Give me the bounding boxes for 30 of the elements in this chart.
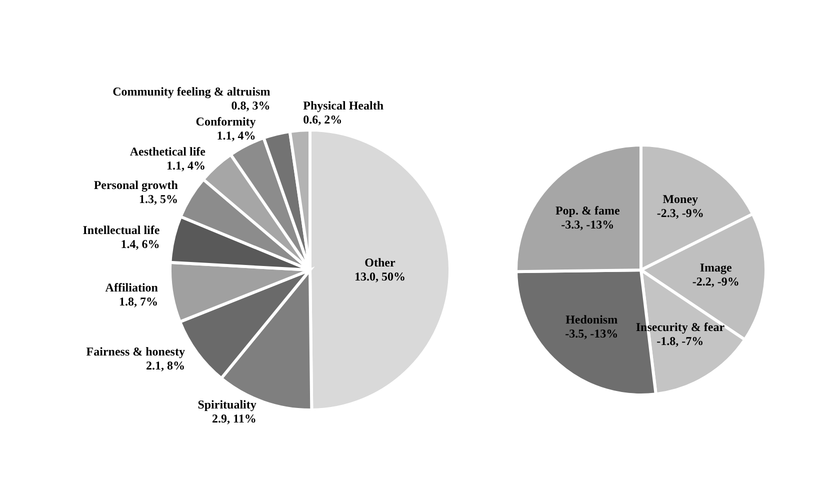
text: -3.3, -13% bbox=[561, 217, 614, 232]
slice-label: Conformity bbox=[196, 114, 256, 129]
data-label: 1.1, 4% bbox=[216, 128, 256, 143]
slice-label: Insecurity & fear bbox=[636, 320, 726, 334]
slice-label: Other bbox=[364, 256, 396, 270]
slice-label: Hedonism bbox=[566, 312, 618, 326]
data-label: 2.1, 8% bbox=[146, 358, 185, 373]
slice-label: Spirituality bbox=[198, 398, 256, 412]
text: -3.5, -13% bbox=[565, 326, 618, 340]
slice-label: Aesthetical life bbox=[130, 144, 206, 159]
slice-label: Affiliation bbox=[105, 280, 158, 294]
slice-label: Intellectual life bbox=[82, 222, 160, 237]
data-label: 1.1, 4% bbox=[166, 158, 206, 173]
data-label: 1.8, 7% bbox=[118, 294, 158, 308]
slice-label: Money bbox=[662, 192, 698, 206]
data-label: 1.3, 5% bbox=[138, 192, 178, 206]
data-label: 1.4, 6% bbox=[120, 236, 160, 251]
slice-label: Fairness & honesty bbox=[86, 344, 185, 359]
data-label: 13.0, 50% bbox=[354, 270, 406, 284]
text: -2.3, -9% bbox=[656, 206, 704, 220]
slice-label: Community feeling & altruism bbox=[112, 84, 270, 99]
slice-label: Physical Health bbox=[303, 98, 384, 112]
data-label: 0.8, 3% bbox=[231, 98, 270, 113]
slice-label: Pop. & fame bbox=[555, 203, 620, 218]
text: -1.8, -7% bbox=[656, 334, 704, 348]
text: -2.2, -9% bbox=[692, 274, 740, 289]
slice-label: Image bbox=[700, 260, 733, 275]
data-label: 2.9, 11% bbox=[212, 412, 256, 426]
data-label: 0.6, 2% bbox=[303, 112, 342, 126]
slice-label: Personal growth bbox=[94, 178, 178, 192]
